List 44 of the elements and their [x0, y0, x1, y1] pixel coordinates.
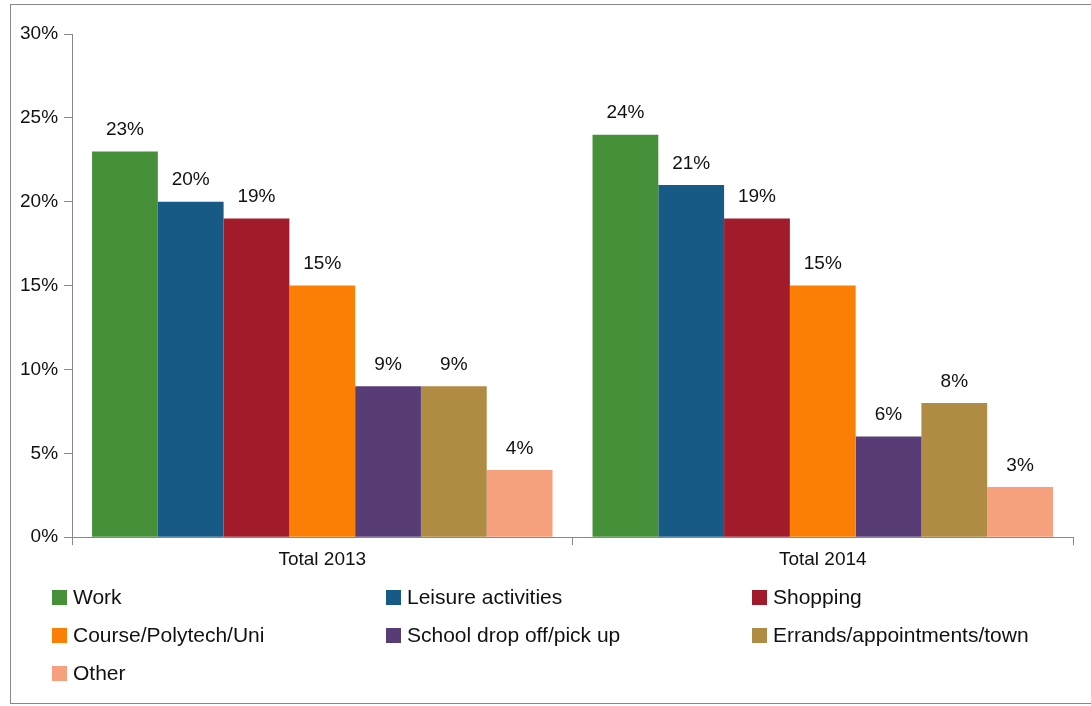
data-label: 15% — [303, 252, 342, 274]
bar — [289, 285, 356, 537]
y-tick-label: 25% — [20, 106, 59, 128]
bar — [420, 386, 487, 537]
bar — [592, 134, 659, 537]
legend-label: Errands/appointments/town — [773, 623, 1029, 647]
y-tick-label: 20% — [20, 189, 59, 211]
data-label: 15% — [803, 252, 842, 274]
data-label: 8% — [940, 369, 969, 391]
bar — [921, 403, 988, 537]
data-label: 3% — [1006, 453, 1034, 475]
data-label: 6% — [874, 403, 903, 425]
x-tick-label: Total 2014 — [778, 547, 868, 569]
bar — [658, 184, 725, 537]
bar — [157, 201, 224, 537]
data-label: 4% — [505, 436, 534, 458]
y-tick-label: 10% — [20, 357, 59, 379]
bar — [486, 470, 553, 537]
legend-label: Other — [73, 661, 126, 685]
data-label: 19% — [737, 185, 777, 207]
data-label: 9% — [374, 352, 402, 374]
data-label: 20% — [171, 168, 210, 190]
legend-label: Course/Polytech/Uni — [73, 623, 265, 647]
y-tick-label: 5% — [30, 441, 59, 463]
data-label: 9% — [440, 352, 468, 374]
legend-label: School drop off/pick up — [407, 623, 621, 647]
bar — [789, 285, 856, 537]
data-label: 19% — [237, 185, 276, 207]
bar — [355, 386, 421, 537]
legend-label: Shopping — [773, 585, 862, 609]
y-tick-label: 15% — [20, 273, 59, 295]
legend-label: Leisure activities — [407, 585, 563, 609]
bar — [724, 218, 790, 537]
bar — [987, 486, 1053, 537]
data-label: 21% — [672, 151, 711, 173]
y-tick-label: 30% — [20, 22, 59, 44]
bar — [92, 151, 158, 537]
data-label: 23% — [105, 118, 145, 140]
bar — [855, 436, 922, 537]
legend-label: Work — [73, 585, 122, 609]
data-label: 24% — [606, 101, 645, 123]
y-tick-label: 0% — [30, 525, 59, 547]
bar — [223, 218, 290, 537]
x-tick-label: Total 2013 — [278, 547, 367, 569]
